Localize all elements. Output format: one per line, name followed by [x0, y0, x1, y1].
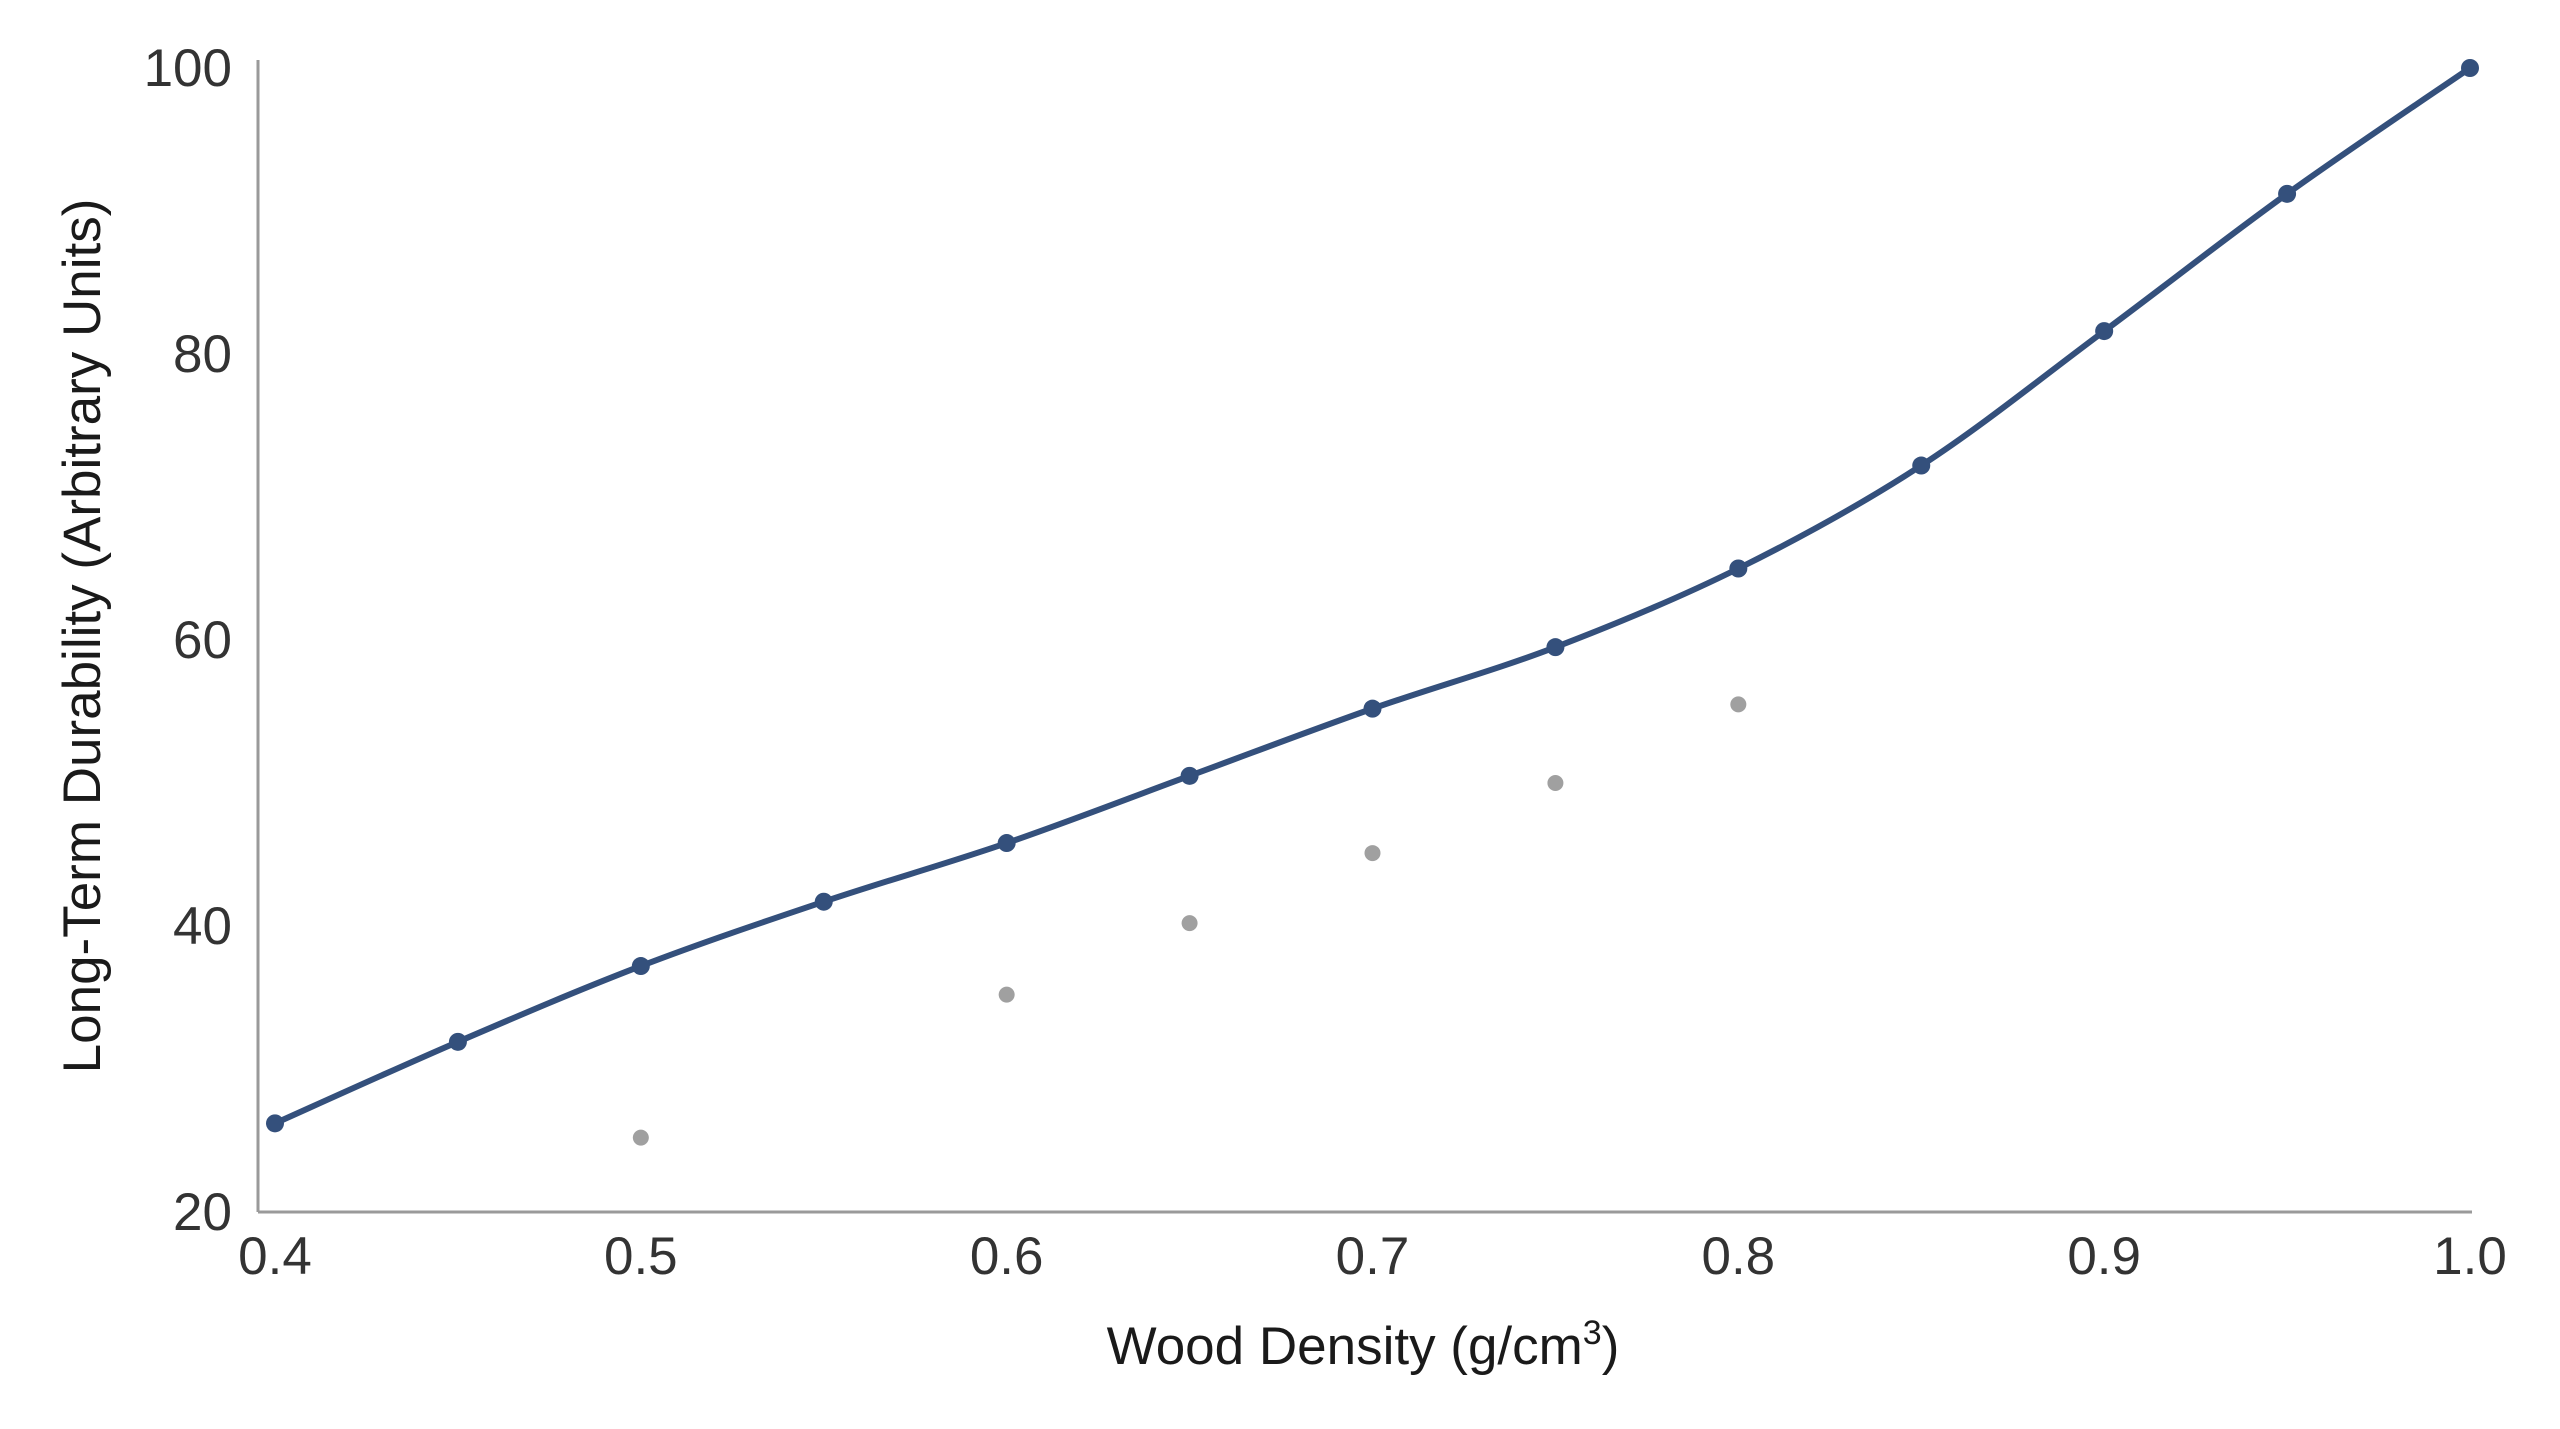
y-tick-label: 40 [173, 897, 232, 956]
data-point [266, 1114, 284, 1133]
series-layer [266, 59, 2479, 1146]
x-axis-ticks: 0.4 0.5 0.6 0.7 0.8 0.9 1.0 [238, 1227, 2507, 1286]
data-point [814, 892, 833, 911]
data-point [2461, 59, 2479, 77]
scatter-point [1730, 696, 1747, 713]
series-1 [266, 59, 2479, 1133]
scatter-point [1547, 775, 1564, 791]
x-axis-title-superscript: 3 [1583, 1314, 1602, 1352]
data-point [631, 957, 650, 976]
y-tick-label: 80 [173, 325, 232, 384]
chart-axes [256, 60, 2472, 1214]
data-point [1363, 699, 1382, 718]
y-axis-title: Long-Term Durability (Arbitrary Units) [53, 199, 112, 1074]
x-tick-label: 0.9 [2067, 1227, 2141, 1286]
data-point [1546, 638, 1565, 657]
x-tick-label: 0.6 [970, 1227, 1044, 1286]
y-tick-label: 100 [144, 39, 232, 98]
data-point [1180, 766, 1199, 785]
x-axis-title-suffix: ) [1602, 1317, 1620, 1376]
data-point [1912, 456, 1931, 475]
data-point [2278, 184, 2297, 203]
x-axis-title: Wood Density (g/cm3) [1107, 1314, 1620, 1376]
series-2 [632, 696, 1747, 1146]
scatter-point [1364, 845, 1381, 862]
data-point [1729, 559, 1748, 578]
scatter-point [1181, 915, 1198, 932]
y-axis-ticks: 20 40 60 80 100 [144, 39, 232, 1242]
x-tick-label: 1.0 [2433, 1227, 2507, 1286]
y-tick-label: 60 [173, 611, 232, 670]
data-point [448, 1032, 467, 1051]
data-point [2095, 322, 2114, 341]
data-point [997, 834, 1016, 853]
series-line [272, 65, 2473, 1127]
y-tick-label: 20 [173, 1183, 232, 1242]
x-tick-label: 0.4 [238, 1227, 312, 1286]
x-tick-label: 0.5 [604, 1227, 678, 1286]
x-tick-label: 0.7 [1336, 1227, 1410, 1286]
x-tick-label: 0.8 [1701, 1227, 1775, 1286]
scatter-point [632, 1129, 649, 1146]
x-axis-title-text: Wood Density (g/cm [1107, 1317, 1583, 1376]
scatter-point [998, 986, 1015, 1003]
